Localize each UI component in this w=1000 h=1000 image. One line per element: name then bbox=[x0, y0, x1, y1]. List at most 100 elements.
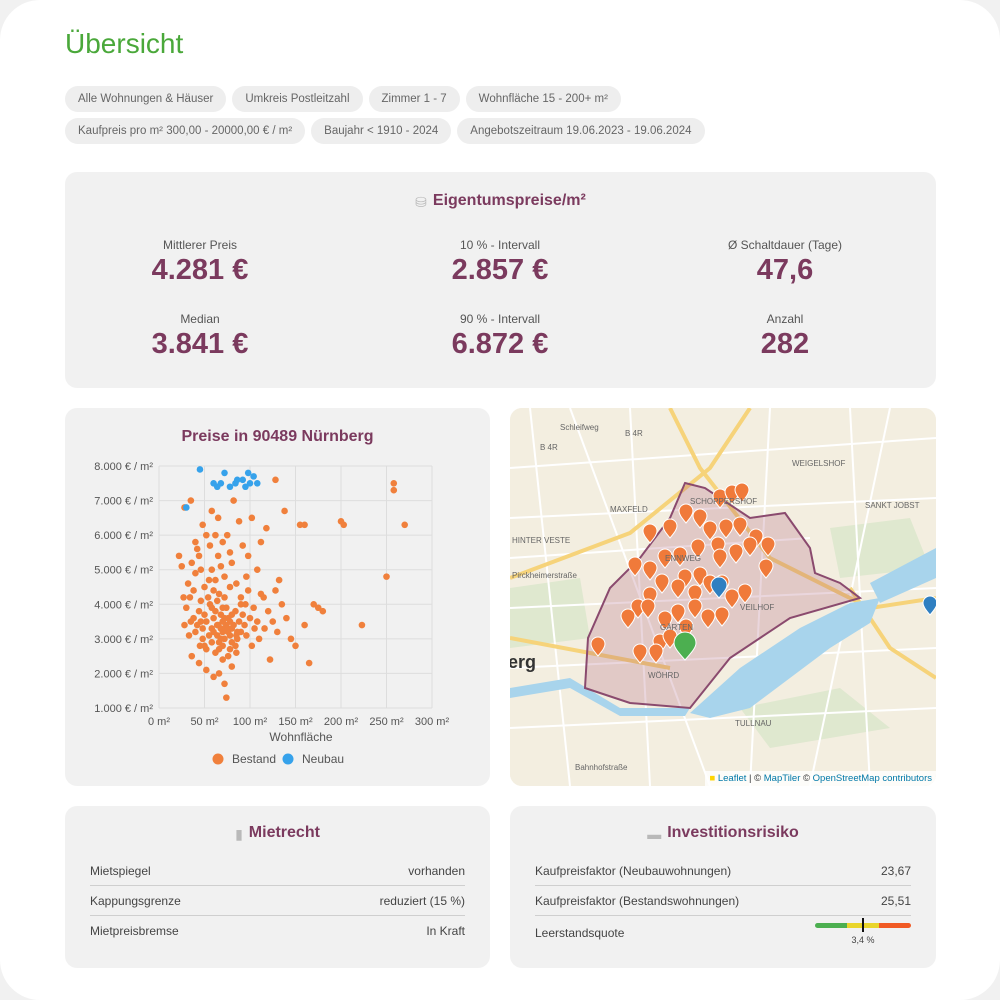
data-point-bestand[interactable] bbox=[319, 607, 327, 615]
data-point-neubau[interactable] bbox=[217, 479, 225, 487]
data-point-bestand[interactable] bbox=[269, 618, 277, 625]
data-point-bestand[interactable] bbox=[246, 614, 254, 622]
map-listing-marker[interactable] bbox=[657, 610, 673, 631]
map-listing-marker[interactable] bbox=[718, 518, 734, 539]
map-listing-marker[interactable] bbox=[642, 523, 658, 544]
data-point-bestand[interactable] bbox=[224, 614, 232, 622]
data-point-bestand[interactable] bbox=[195, 607, 203, 615]
data-point-bestand[interactable] bbox=[219, 656, 226, 663]
data-point-bestand[interactable] bbox=[228, 559, 236, 567]
data-point-bestand[interactable] bbox=[210, 614, 217, 622]
map-listing-marker[interactable] bbox=[737, 583, 753, 604]
data-point-bestand[interactable] bbox=[239, 611, 247, 618]
data-point-neubau[interactable] bbox=[239, 476, 247, 484]
data-point-neubau[interactable] bbox=[244, 469, 252, 477]
data-point-bestand[interactable] bbox=[180, 594, 187, 601]
data-point-bestand[interactable] bbox=[275, 576, 283, 584]
data-point-bestand[interactable] bbox=[178, 562, 186, 570]
map-listing-marker[interactable] bbox=[670, 603, 686, 624]
map-listing-marker[interactable] bbox=[678, 503, 694, 524]
data-point-bestand[interactable] bbox=[199, 625, 206, 632]
data-point-bestand[interactable] bbox=[248, 642, 256, 650]
data-point-bestand[interactable] bbox=[314, 604, 322, 612]
data-point-bestand[interactable] bbox=[255, 635, 263, 643]
data-point-bestand[interactable] bbox=[212, 531, 219, 539]
data-point-bestand[interactable] bbox=[185, 632, 193, 639]
data-point-bestand[interactable] bbox=[217, 611, 225, 618]
map-listing-marker[interactable] bbox=[662, 518, 678, 539]
data-point-neubau[interactable] bbox=[233, 476, 241, 484]
map-listing-marker[interactable] bbox=[712, 488, 728, 509]
data-point-neubau[interactable] bbox=[183, 504, 190, 511]
data-point-bestand[interactable] bbox=[175, 552, 183, 560]
data-point-bestand[interactable] bbox=[235, 618, 243, 625]
map-listing-marker[interactable] bbox=[620, 608, 636, 629]
data-point-bestand[interactable] bbox=[301, 521, 308, 529]
data-point-bestand[interactable] bbox=[226, 645, 234, 653]
map-listing-marker[interactable] bbox=[654, 573, 670, 594]
map-listing-marker[interactable] bbox=[687, 584, 703, 605]
data-point-bestand[interactable] bbox=[187, 497, 195, 504]
data-point-bestand[interactable] bbox=[197, 597, 205, 605]
map-listing-marker[interactable] bbox=[692, 508, 708, 529]
data-point-bestand[interactable] bbox=[210, 587, 217, 594]
data-point-bestand[interactable] bbox=[197, 566, 205, 574]
data-point-bestand[interactable] bbox=[244, 587, 252, 594]
data-point-bestand[interactable] bbox=[203, 666, 210, 674]
data-point-bestand[interactable] bbox=[192, 538, 199, 546]
data-point-bestand[interactable] bbox=[241, 621, 248, 629]
data-point-bestand[interactable] bbox=[187, 618, 195, 625]
data-point-bestand[interactable] bbox=[214, 514, 222, 522]
data-point-bestand[interactable] bbox=[219, 618, 226, 625]
data-point-bestand[interactable] bbox=[203, 618, 210, 625]
data-point-bestand[interactable] bbox=[287, 635, 295, 643]
data-point-bestand[interactable] bbox=[205, 576, 213, 584]
data-point-bestand[interactable] bbox=[248, 514, 256, 522]
data-point-bestand[interactable] bbox=[212, 576, 219, 584]
data-point-bestand[interactable] bbox=[292, 642, 299, 650]
map-view[interactable]: Schleifweg B 4R B 4R WEIGELSHOF MAXFELD … bbox=[510, 408, 936, 786]
data-point-neubau[interactable] bbox=[221, 469, 228, 477]
data-point-bestand[interactable] bbox=[264, 607, 272, 615]
data-point-bestand[interactable] bbox=[228, 663, 236, 670]
legend-bestand-label[interactable]: Bestand bbox=[232, 752, 276, 766]
data-point-bestand[interactable] bbox=[204, 594, 212, 601]
data-point-bestand[interactable] bbox=[237, 600, 245, 608]
data-point-bestand[interactable] bbox=[230, 497, 237, 504]
map-new-build-marker[interactable] bbox=[710, 576, 728, 599]
data-point-neubau[interactable] bbox=[242, 483, 249, 491]
map-listing-marker[interactable] bbox=[672, 546, 688, 567]
data-point-bestand[interactable] bbox=[358, 621, 366, 629]
leaflet-link[interactable]: Leaflet bbox=[717, 773, 747, 784]
data-point-bestand[interactable] bbox=[193, 545, 201, 553]
data-point-bestand[interactable] bbox=[190, 587, 197, 594]
data-point-bestand[interactable] bbox=[237, 594, 245, 601]
map-listing-marker[interactable] bbox=[627, 556, 643, 577]
data-point-bestand[interactable] bbox=[213, 597, 221, 605]
data-point-bestand[interactable] bbox=[221, 635, 228, 643]
data-point-bestand[interactable] bbox=[390, 479, 398, 487]
data-point-bestand[interactable] bbox=[206, 600, 214, 608]
map-listing-marker[interactable] bbox=[760, 536, 776, 557]
data-point-bestand[interactable] bbox=[186, 594, 194, 601]
data-point-bestand[interactable] bbox=[188, 559, 196, 567]
data-point-bestand[interactable] bbox=[201, 583, 208, 591]
filter-chip-property-type[interactable]: Alle Wohnungen & Häuser bbox=[65, 86, 227, 112]
filter-chip-period[interactable]: Angebotszeitraum 19.06.2023 - 19.06.2024 bbox=[457, 118, 705, 144]
map-listing-marker[interactable] bbox=[640, 598, 656, 619]
osm-link[interactable]: OpenStreetMap contributors bbox=[812, 773, 932, 784]
data-point-bestand[interactable] bbox=[221, 594, 228, 601]
data-point-bestand[interactable] bbox=[301, 621, 308, 629]
map-listing-marker[interactable] bbox=[702, 520, 718, 541]
map-listing-marker[interactable] bbox=[700, 608, 716, 629]
filter-chip-price[interactable]: Kaufpreis pro m² 300,00 - 20000,00 € / m… bbox=[65, 118, 306, 144]
data-point-bestand[interactable] bbox=[214, 552, 222, 560]
data-point-bestand[interactable] bbox=[221, 625, 228, 632]
data-point-bestand[interactable] bbox=[283, 614, 290, 622]
data-point-bestand[interactable] bbox=[196, 642, 204, 650]
data-point-bestand[interactable] bbox=[213, 632, 221, 639]
data-point-bestand[interactable] bbox=[233, 649, 240, 656]
legend-neubau-label[interactable]: Neubau bbox=[302, 752, 344, 766]
data-point-bestand[interactable] bbox=[201, 611, 208, 618]
data-point-bestand[interactable] bbox=[263, 524, 270, 532]
